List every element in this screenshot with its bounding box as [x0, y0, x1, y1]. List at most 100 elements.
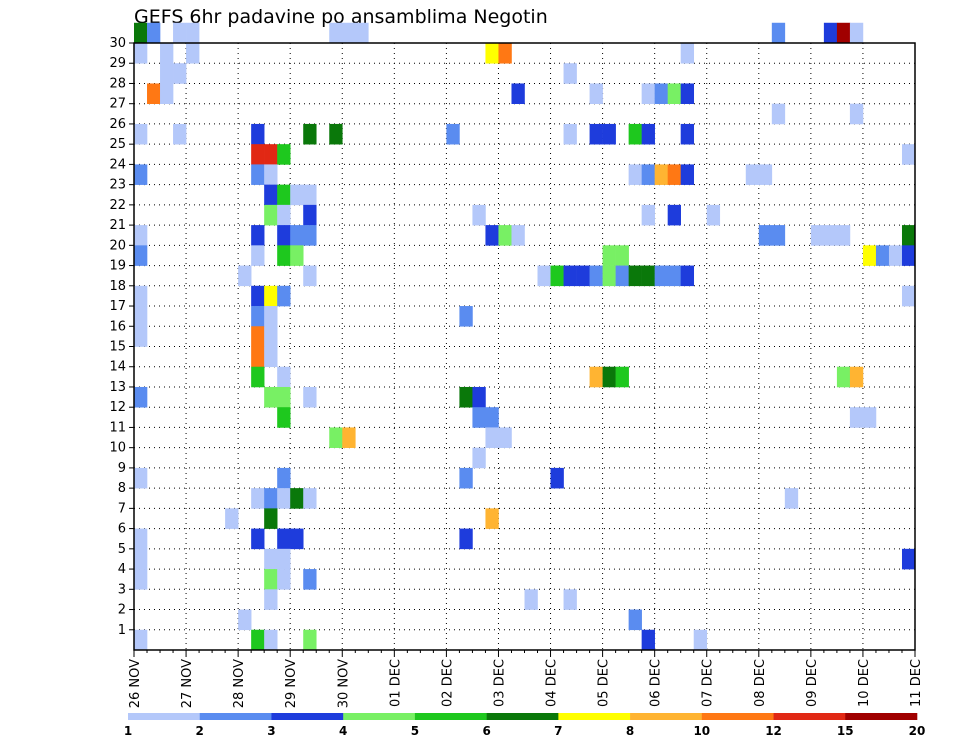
heatmap-cell — [641, 265, 655, 287]
heatmap-cell — [485, 407, 499, 428]
colorbar-segment — [773, 713, 846, 720]
heatmap-cell — [563, 589, 577, 610]
heatmap-cell — [355, 22, 369, 44]
heatmap-cell — [134, 306, 148, 327]
heatmap-cell — [849, 407, 864, 428]
heatmap-cell — [303, 123, 317, 145]
heatmap-cell — [641, 164, 655, 185]
heatmap-cell — [264, 589, 278, 610]
heatmap-cell — [836, 22, 851, 44]
colorbar-label: 7 — [554, 724, 562, 738]
x-tick-label: 09 DEC — [805, 659, 820, 707]
y-tick-label: 12 — [109, 400, 126, 415]
heatmap-cell — [173, 123, 187, 145]
heatmap-cell — [134, 386, 148, 408]
heatmap-cell — [758, 164, 773, 185]
heatmap-cell — [264, 569, 278, 590]
heatmap-cell — [485, 43, 499, 64]
heatmap-cell — [459, 528, 473, 550]
heatmap-cell — [485, 427, 499, 448]
heatmap-cell — [277, 467, 291, 489]
heatmap-cell — [264, 386, 278, 408]
heatmap-cell — [589, 83, 603, 104]
heatmap-cell — [134, 22, 148, 44]
heatmap-cell — [563, 265, 577, 287]
x-tick-label: 29 NOV — [284, 659, 299, 708]
heatmap-cell — [277, 569, 291, 590]
heatmap-cell — [277, 144, 291, 165]
heatmap-cell — [303, 204, 317, 226]
x-tick-label: 05 DEC — [597, 659, 612, 707]
heatmap-cell — [563, 123, 577, 145]
y-tick-label: 4 — [118, 562, 126, 577]
heatmap-cell — [264, 346, 278, 368]
x-tick-label: 02 DEC — [440, 659, 455, 707]
heatmap-cell — [134, 245, 148, 266]
heatmap-cell — [901, 245, 916, 266]
heatmap-cell — [303, 488, 317, 509]
heatmap-cell — [654, 265, 668, 287]
heatmap-cell — [485, 508, 499, 529]
heatmap-cell — [277, 528, 291, 550]
heatmap-cell — [251, 488, 265, 509]
heatmap-cell — [251, 123, 265, 145]
colorbar-segment — [845, 713, 918, 720]
heatmap-cell — [550, 467, 564, 489]
heatmap-cell — [771, 225, 786, 246]
heatmap-cell — [264, 204, 278, 226]
x-tick-label: 27 NOV — [180, 659, 195, 708]
heatmap-cell — [303, 184, 317, 206]
heatmap-cell — [524, 589, 538, 610]
colorbar-segment — [199, 713, 272, 720]
colorbar-label: 5 — [411, 724, 419, 738]
heatmap-cell — [251, 306, 265, 327]
heatmap-cell — [134, 123, 148, 145]
heatmap-cell — [641, 123, 655, 145]
heatmap-cell — [238, 265, 252, 287]
y-tick-label: 28 — [109, 76, 126, 91]
heatmap-cell — [706, 204, 721, 226]
heatmap-cell — [329, 22, 343, 44]
heatmap-cell — [459, 386, 473, 408]
heatmap-cell — [823, 22, 838, 44]
heatmap-cell — [758, 225, 773, 246]
heatmap-cell — [160, 83, 174, 104]
heatmap-cell — [771, 103, 786, 125]
heatmap-cell — [290, 184, 304, 206]
y-tick-label: 20 — [109, 238, 126, 253]
y-tick-label: 16 — [109, 319, 126, 334]
heatmap-cell — [147, 22, 161, 44]
heatmap-cell — [472, 407, 486, 428]
heatmap-cell — [290, 528, 304, 550]
heatmap-cell — [134, 326, 148, 347]
colorbar-label: 4 — [339, 724, 347, 738]
x-tick-label: 01 DEC — [388, 659, 403, 707]
y-tick-label: 24 — [109, 157, 126, 172]
y-tick-label: 5 — [118, 542, 126, 557]
heatmap-cell — [264, 629, 278, 651]
heatmap-cell — [901, 225, 916, 246]
heatmap-cell — [901, 144, 916, 165]
heatmap-cell — [862, 407, 877, 428]
heatmap-cell — [251, 528, 265, 550]
x-tick-label: 11 DEC — [909, 659, 924, 707]
heatmap-cell — [550, 265, 564, 287]
colorbar-label: 10 — [693, 724, 710, 738]
heatmap-cell — [589, 265, 603, 287]
heatmap-cell — [901, 285, 916, 307]
colorbar-segment — [343, 713, 416, 720]
heatmap-cell — [264, 508, 278, 529]
heatmap-cell — [342, 427, 356, 448]
colorbar-label: 12 — [765, 724, 782, 738]
heatmap-cell — [329, 427, 343, 448]
heatmap-cell — [810, 225, 825, 246]
heatmap-cell — [303, 265, 317, 287]
x-tick-label: 04 DEC — [545, 659, 560, 707]
heatmap-cell — [563, 63, 577, 84]
colorbar-segment — [271, 713, 344, 720]
heatmap-cell — [264, 184, 278, 206]
colorbar-label: 1 — [124, 724, 132, 738]
heatmap-cell — [186, 22, 200, 44]
heatmap-cell — [628, 123, 642, 145]
